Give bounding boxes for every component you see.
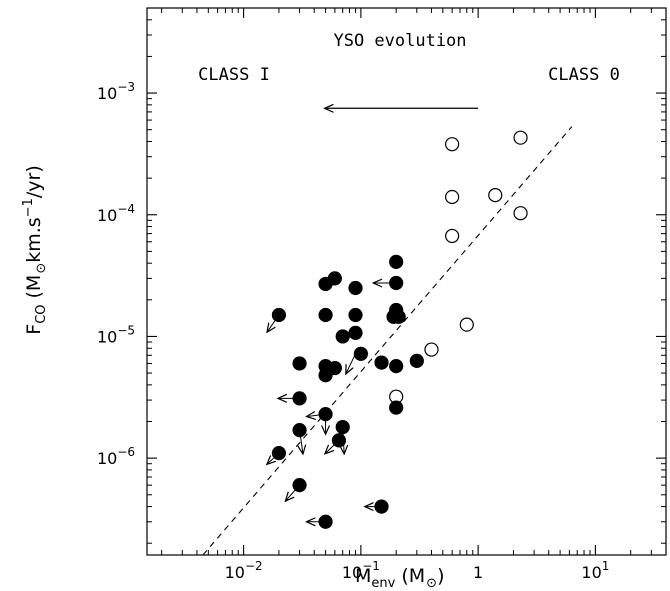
y-axis-label: FCO (M⊙km.s−1/yr) bbox=[21, 165, 49, 334]
filled-data-point bbox=[374, 355, 389, 370]
y-axis-label-sup: −1 bbox=[21, 198, 36, 217]
filled-data-point bbox=[348, 325, 363, 340]
filled-data-point bbox=[389, 254, 404, 269]
annotation-class-0: CLASS 0 bbox=[548, 65, 620, 85]
filled-data-point bbox=[318, 368, 333, 383]
x-axis-label-sub: env bbox=[371, 576, 395, 591]
filled-data-point bbox=[391, 309, 406, 324]
x-axis-label-main: M bbox=[355, 565, 371, 587]
open-data-point bbox=[513, 206, 528, 221]
open-data-point bbox=[488, 188, 503, 203]
filled-data-point bbox=[335, 329, 350, 344]
filled-data-point bbox=[353, 346, 368, 361]
y-tick-label: 10−4 bbox=[97, 202, 135, 225]
filled-data-point bbox=[318, 276, 333, 292]
y-tick-label: 10−5 bbox=[97, 323, 135, 346]
plot-frame bbox=[146, 7, 667, 556]
y-axis-label-mid: km.s bbox=[23, 217, 45, 262]
major-ticks bbox=[147, 8, 666, 555]
filled-data-point bbox=[389, 359, 404, 374]
x-axis-label-sun: ⊙ bbox=[426, 576, 437, 591]
data-points bbox=[271, 130, 528, 529]
filled-data-point bbox=[409, 353, 424, 368]
filled-data-point bbox=[389, 275, 404, 291]
y-axis-label-end: /yr) bbox=[23, 165, 45, 198]
filled-data-point bbox=[331, 433, 347, 448]
y-tick-label: 10−3 bbox=[97, 80, 135, 103]
filled-data-point bbox=[374, 499, 389, 514]
svg-text:FCO(M⊙km.s−1/yr): FCO (M⊙km.s−1/yr) bbox=[21, 165, 49, 334]
fit-line bbox=[202, 126, 573, 556]
filled-data-point bbox=[292, 391, 307, 406]
annotation-evolution: YSO evolution bbox=[333, 31, 466, 51]
filled-data-point bbox=[348, 307, 363, 323]
filled-data-point bbox=[318, 307, 333, 323]
open-data-point bbox=[513, 130, 528, 145]
filled-data-point bbox=[327, 360, 342, 376]
filled-data-point bbox=[335, 419, 350, 435]
filled-data-point bbox=[318, 514, 333, 529]
open-data-point bbox=[445, 137, 460, 152]
svg-text:Menv(M⊙): Menv (M⊙) bbox=[355, 565, 444, 591]
y-axis-label-open: (M bbox=[23, 275, 45, 299]
y-axis-label-sub: CO bbox=[34, 304, 49, 323]
x-tick-label: 10−2 bbox=[225, 559, 263, 582]
open-data-point bbox=[445, 189, 460, 205]
open-data-point bbox=[424, 342, 439, 357]
filled-data-point bbox=[292, 423, 307, 438]
annotation-class-i: CLASS I bbox=[198, 65, 270, 85]
upper-limit-arrows bbox=[268, 283, 397, 522]
x-axis-label-close: ) bbox=[437, 565, 444, 587]
minor-ticks bbox=[147, 7, 667, 555]
y-axis-label-main: F bbox=[23, 324, 45, 335]
filled-data-point bbox=[271, 307, 287, 323]
filled-data-point bbox=[348, 280, 363, 296]
y-axis-label-sun: ⊙ bbox=[34, 263, 49, 274]
filled-data-point bbox=[318, 407, 333, 422]
x-tick-labels: 10−2 10−1 1 101 bbox=[225, 559, 610, 582]
open-data-point bbox=[459, 317, 474, 332]
filled-data-point bbox=[292, 356, 307, 371]
upper-limit-arrow bbox=[346, 353, 356, 373]
filled-data-point bbox=[271, 446, 287, 461]
x-axis-label-unit: (M bbox=[401, 565, 425, 587]
x-axis-label: Menv (M⊙) bbox=[355, 565, 444, 591]
x-tick-label: 1 bbox=[473, 563, 483, 582]
filled-data-point bbox=[292, 478, 307, 493]
filled-data-point bbox=[389, 400, 404, 415]
x-tick-label: 101 bbox=[581, 559, 609, 582]
x-tick-label: 10−1 bbox=[342, 559, 380, 582]
open-data-point bbox=[445, 228, 460, 244]
y-tick-label: 10−6 bbox=[97, 445, 135, 468]
y-tick-labels: 10−6 10−5 10−4 10−3 bbox=[97, 80, 135, 468]
